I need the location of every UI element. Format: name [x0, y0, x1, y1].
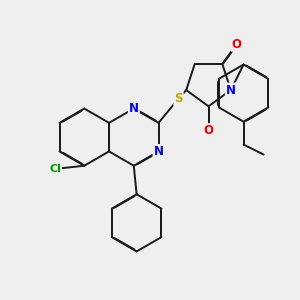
- Text: S: S: [174, 92, 183, 105]
- Text: N: N: [154, 145, 164, 158]
- Text: N: N: [226, 84, 236, 97]
- Text: O: O: [232, 38, 242, 51]
- Text: N: N: [129, 102, 139, 115]
- Text: Cl: Cl: [49, 164, 61, 174]
- Text: O: O: [203, 124, 214, 137]
